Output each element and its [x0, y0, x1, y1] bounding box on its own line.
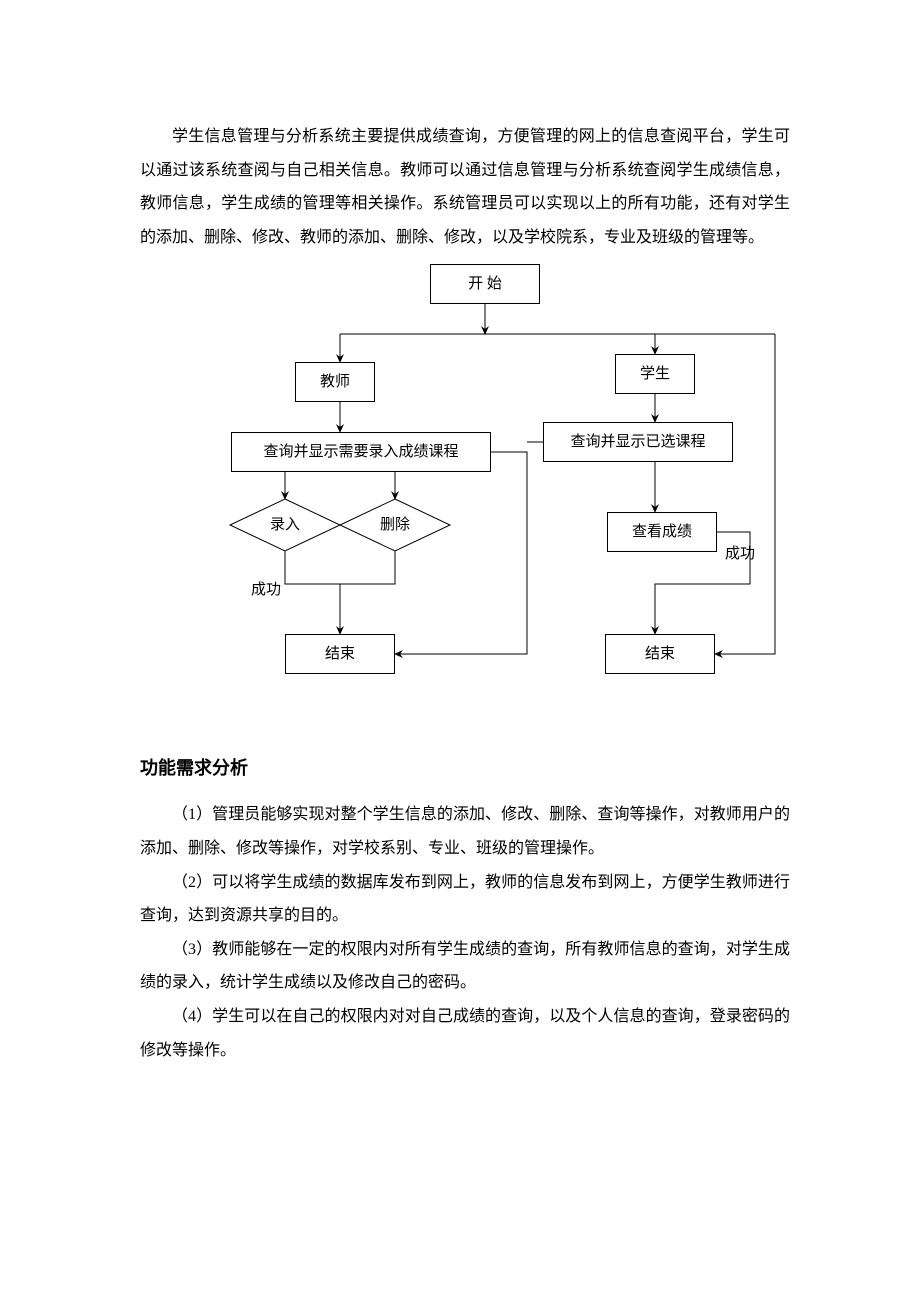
flow-edge: [340, 551, 395, 584]
flow-node-sQuery: 查询并显示已选课程: [543, 422, 733, 462]
flow-node-endR: 结束: [605, 634, 715, 674]
flow-label-successR: 成功: [725, 542, 755, 563]
flow-edge: [285, 551, 340, 584]
flow-node-start: 开 始: [430, 264, 540, 304]
requirement-item: （4）学生可以在自己的权限内对对自己成绩的查询，以及个人信息的查询，登录密码的修…: [140, 1000, 790, 1067]
flow-node-endL: 结束: [285, 634, 395, 674]
page: 学生信息管理与分析系统主要提供成绩查询，方便管理的网上的信息查阅平台，学生可以通…: [0, 0, 920, 1127]
flow-label-successL: 成功: [251, 578, 281, 599]
requirement-item: （2）可以将学生成绩的数据库发布到网上，教师的信息发布到网上，方便学生教师进行查…: [140, 866, 790, 933]
flow-node-student: 学生: [615, 354, 695, 394]
requirement-item: （1）管理员能够实现对整个学生信息的添加、修改、删除、查询等操作，对教师用户的添…: [140, 798, 790, 865]
flow-edge: [395, 452, 527, 654]
flow-node-delete-label: 删除: [370, 515, 420, 535]
requirement-item: （3）教师能够在一定的权限内对所有学生成绩的查询，所有教师信息的查询，对学生成绩…: [140, 933, 790, 1000]
intro-paragraph: 学生信息管理与分析系统主要提供成绩查询，方便管理的网上的信息查阅平台，学生可以通…: [140, 120, 790, 254]
flow-node-tQuery: 查询并显示需要录入成绩课程: [231, 432, 491, 472]
flowchart: 开 始教师 学生查询并显示需要录入成绩课程 查询并显示已选课程录入 删除 查看成绩结束 结…: [145, 264, 785, 694]
flow-node-teacher: 教师: [295, 362, 375, 402]
flowchart-svg: [145, 264, 785, 694]
section-heading: 功能需求分析: [140, 754, 790, 780]
flow-edge: [715, 334, 775, 654]
flow-node-entry-label: 录入: [260, 515, 310, 535]
flow-node-view: 查看成绩: [607, 512, 717, 552]
